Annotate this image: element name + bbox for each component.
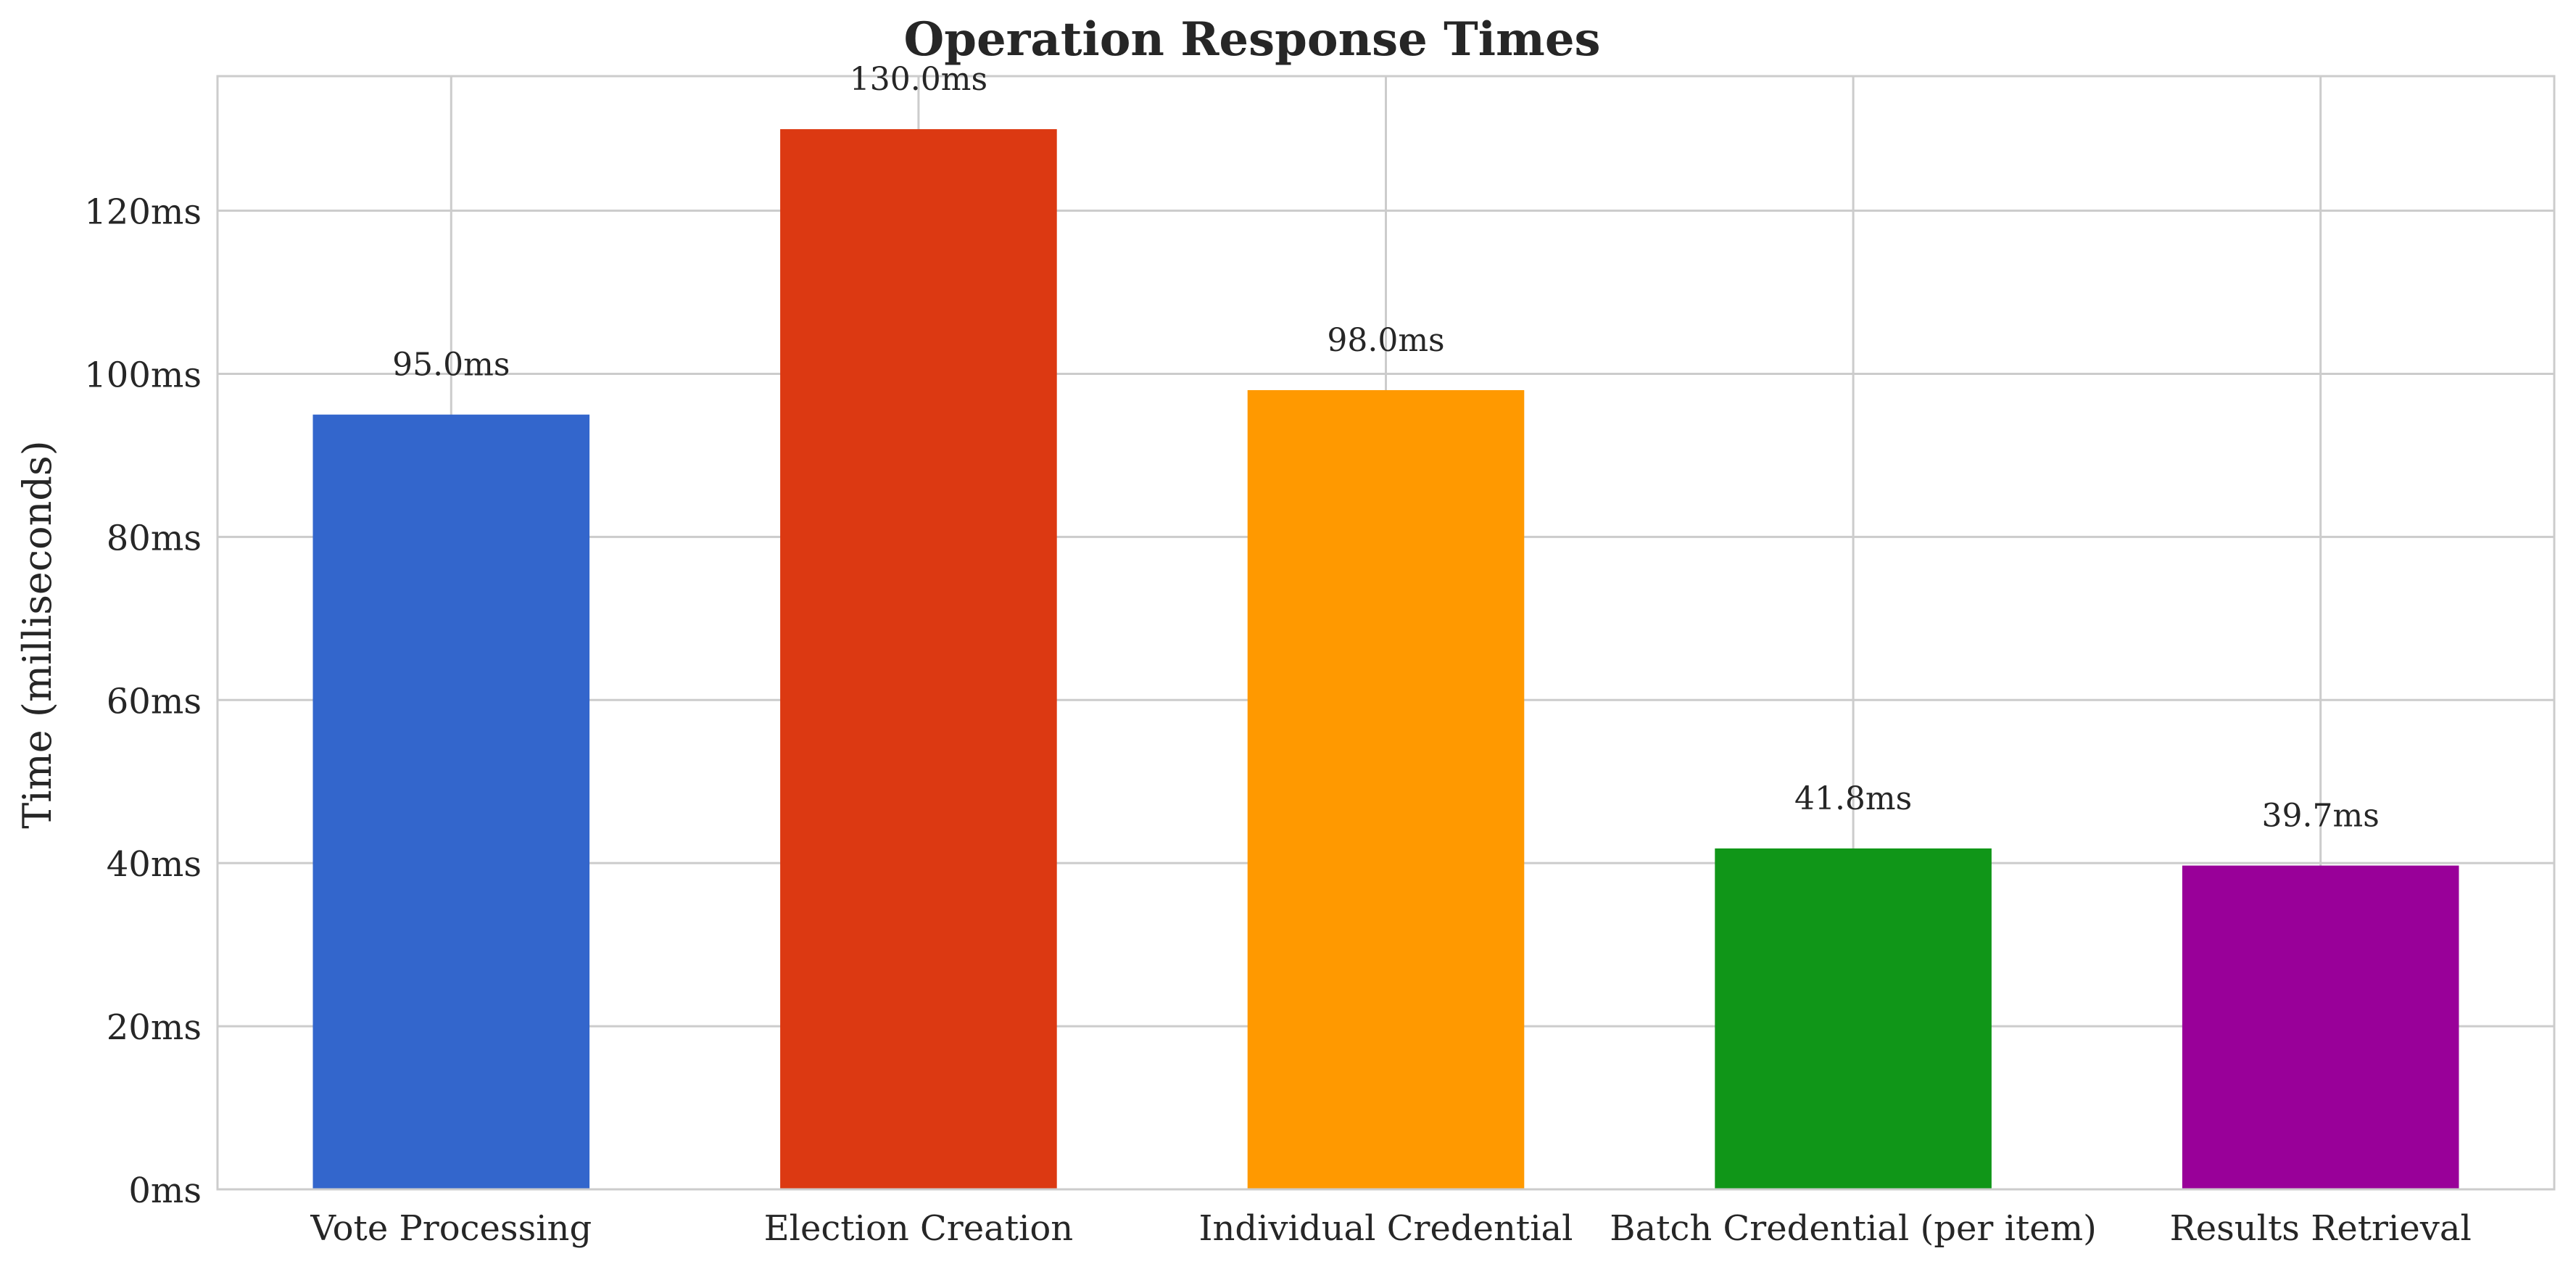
value-labels: 95.0ms 130.0ms 98.0ms 41.8ms 39.7ms [392, 61, 2380, 834]
value-label: 39.7ms [2262, 798, 2380, 835]
x-tick-label: Election Creation [764, 1208, 1074, 1249]
y-tick-label: 60ms [107, 681, 202, 722]
plot-frame [216, 75, 2556, 1191]
y-tick-label: 120ms [84, 192, 202, 233]
value-label: 98.0ms [1327, 322, 1444, 359]
bar [780, 129, 1057, 1190]
bar [1715, 848, 1992, 1189]
value-label: 95.0ms [392, 347, 510, 384]
x-tick-labels: Vote Processing Election Creation Individu… [310, 1208, 2471, 1249]
y-tick-label: 100ms [84, 355, 202, 395]
y-tick-labels: 0ms 20ms 40ms 60ms 80ms 100ms 120ms [84, 192, 202, 1211]
bars [312, 129, 2459, 1190]
y-tick-label: 20ms [107, 1007, 202, 1048]
value-label: 130.0ms [850, 61, 987, 98]
bar [312, 414, 590, 1189]
bar [1247, 389, 1525, 1189]
y-tick-label: 0ms [128, 1170, 202, 1211]
value-label: 41.8ms [1794, 780, 1912, 817]
x-tick-label: Results Retrieval [2170, 1208, 2472, 1249]
bar [2182, 865, 2459, 1189]
chart-title: Operation Response Times [903, 12, 1600, 67]
x-tick-label: Individual Credential [1198, 1208, 1573, 1249]
x-tick-label: Vote Processing [310, 1208, 592, 1249]
y-tick-label: 40ms [107, 844, 202, 885]
y-tick-label: 80ms [107, 518, 202, 558]
x-tick-label: Batch Credential (per item) [1610, 1208, 2097, 1249]
y-axis-label: Time (milliseconds) [15, 440, 60, 829]
